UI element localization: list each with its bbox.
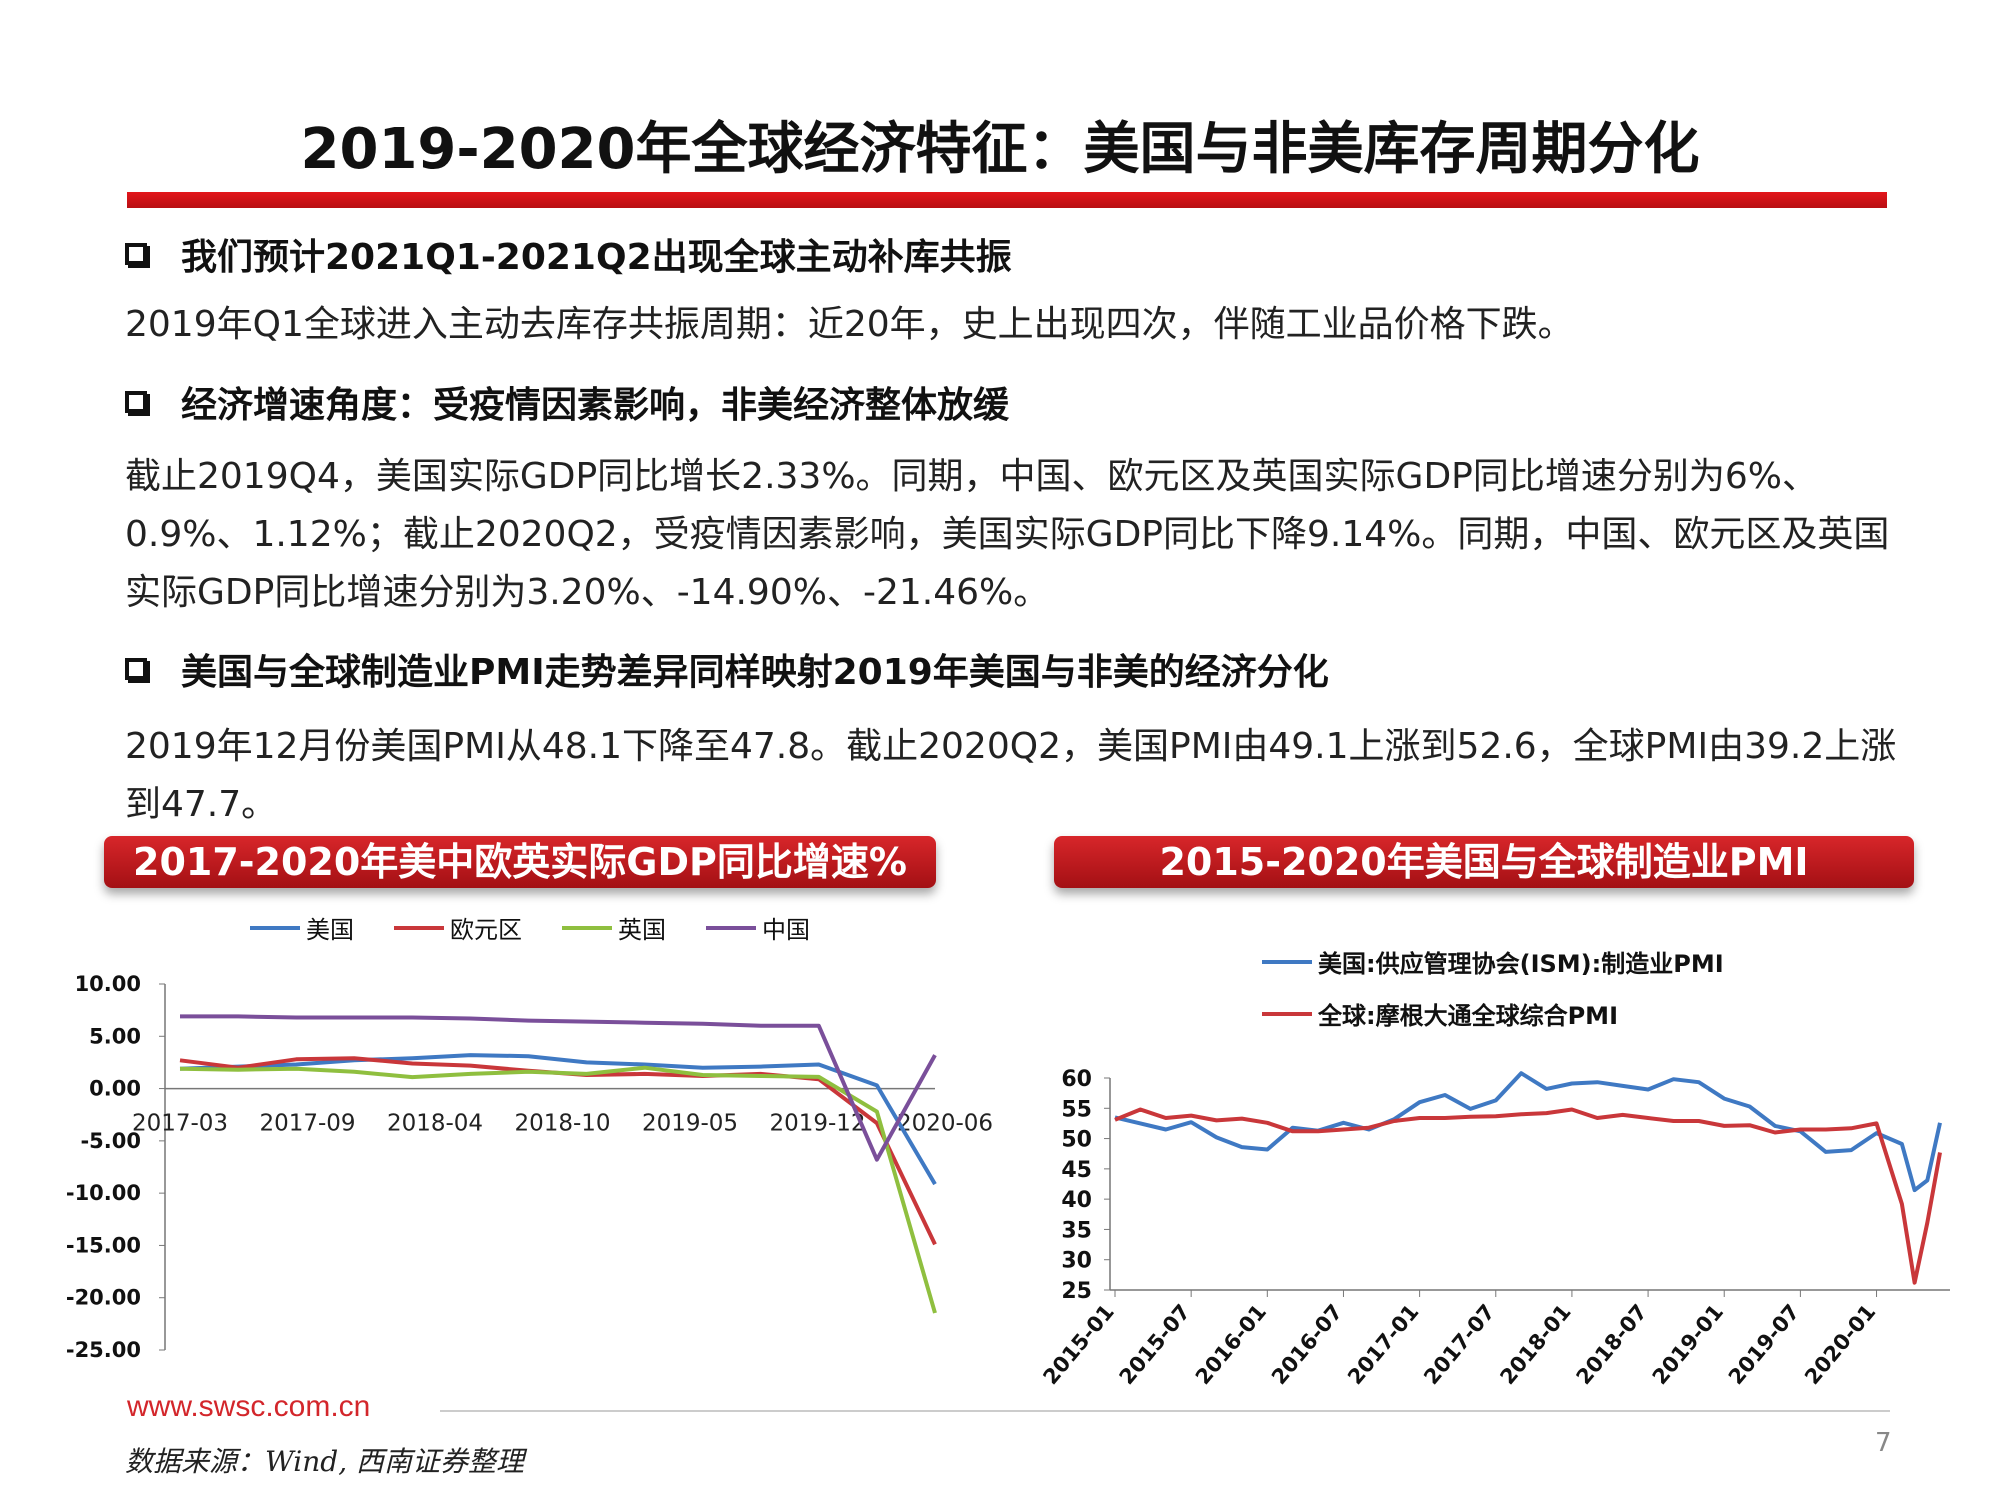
x-tick-label: 2017-01 <box>1343 1300 1423 1389</box>
x-tick-label: 2018-10 <box>514 1111 610 1137</box>
y-tick-label: -25.00 <box>66 1338 141 1360</box>
bullet-heading-3: 美国与全球制造业PMI走势差异同样映射2019年美国与非美的经济分化 <box>125 643 1329 695</box>
pmi-line-chart: 60555045403530252015-012015-072016-01201… <box>1038 1067 1950 1389</box>
checkbox-bullet-icon <box>125 658 147 680</box>
bullet-heading-1: 我们预计2021Q1-2021Q2出现全球主动补库共振 <box>125 228 1012 280</box>
x-tick-label: 2015-01 <box>1038 1300 1118 1389</box>
series-line <box>1114 1107 1942 1285</box>
legend-item: 美国 <box>250 910 354 945</box>
y-tick-label: -20.00 <box>66 1286 141 1310</box>
legend-swatch <box>1262 959 1312 964</box>
y-tick-label: -15.00 <box>66 1233 141 1257</box>
y-tick-label: 10.00 <box>75 972 141 996</box>
x-tick-label: 2017-09 <box>259 1111 355 1137</box>
legend-item: 英国 <box>562 910 666 945</box>
x-tick-label: 2018-01 <box>1495 1300 1575 1389</box>
legend-label: 美国 <box>306 916 354 944</box>
legend-swatch <box>706 925 756 930</box>
x-tick-label: 2018-04 <box>387 1111 483 1137</box>
bullet-heading-text: 我们预计2021Q1-2021Q2出现全球主动补库共振 <box>181 237 1012 278</box>
x-tick-label: 2019-05 <box>642 1111 738 1137</box>
legend-swatch <box>1262 1011 1312 1016</box>
data-source-note: 数据来源：Wind, 西南证券整理 <box>125 1445 525 1478</box>
legend-label: 全球:摩根大通全球综合PMI <box>1318 1002 1618 1030</box>
page-number: 7 <box>1875 1428 1892 1458</box>
y-tick-label: 40 <box>1061 1188 1092 1213</box>
gdp-chart-title: 2017-2020年美中欧英实际GDP同比增速% <box>104 836 936 888</box>
legend-label: 欧元区 <box>450 916 522 944</box>
y-tick-label: 50 <box>1061 1128 1092 1153</box>
y-tick-label: 5.00 <box>89 1024 141 1048</box>
x-tick-label: 2017-03 <box>132 1111 228 1137</box>
x-tick-label: 2020-01 <box>1800 1300 1880 1389</box>
y-tick-label: 35 <box>1061 1218 1092 1243</box>
bullet-paragraph-3: 2019年12月份美国PMI从48.1下降至47.8。截止2020Q2，美国PM… <box>125 726 1897 825</box>
legend-item: 欧元区 <box>394 910 522 945</box>
checkbox-bullet-icon <box>125 243 147 265</box>
checkbox-bullet-icon <box>125 391 147 413</box>
gdp-growth-line-chart: 10.00 5.00 0.00 -5.00 -10.00 -15.00 -20.00 -25.… <box>66 972 993 1360</box>
series-line <box>179 1065 937 1314</box>
y-tick-label: 25 <box>1061 1279 1092 1304</box>
legend-label: 英国 <box>618 916 666 944</box>
x-tick-label: 2017-07 <box>1419 1300 1499 1389</box>
series-line <box>179 1053 937 1186</box>
bullet-paragraph-1: 2019年Q1全球进入主动去库存共振周期：近20年，史上出现四次，伴随工业品价格… <box>125 304 1574 345</box>
x-tick-label: 2018-07 <box>1572 1300 1652 1389</box>
x-tick-label: 2016-07 <box>1267 1300 1347 1389</box>
series-line <box>179 1056 937 1246</box>
y-tick-label: 60 <box>1061 1067 1092 1092</box>
y-tick-label: 0.00 <box>89 1077 141 1101</box>
legend-item: 中国 <box>706 910 810 945</box>
y-tick-label: -5.00 <box>80 1129 141 1153</box>
legend-swatch <box>562 925 612 930</box>
pmi-chart-title: 2015-2020年美国与全球制造业PMI <box>1054 836 1914 888</box>
y-tick-label: 30 <box>1061 1249 1092 1274</box>
legend-swatch <box>250 925 300 930</box>
x-tick-label: 2016-01 <box>1191 1300 1271 1389</box>
x-tick-label: 2019-01 <box>1648 1300 1728 1389</box>
series-line <box>180 1014 937 1162</box>
pmi-legend-us: 美国:供应管理协会(ISM):制造业PMI <box>1262 944 1724 979</box>
gdp-legend: 美国 欧元区 英国 中国 <box>250 910 810 945</box>
x-tick-label: 2019-12 <box>769 1111 865 1137</box>
legend-swatch <box>394 925 444 930</box>
slide-title: 2019-2020年全球经济特征：美国与非美库存周期分化 <box>300 117 1700 182</box>
y-tick-label: 55 <box>1061 1097 1092 1122</box>
y-tick-label: -10.00 <box>66 1181 141 1205</box>
footer-website[interactable]: www.swsc.com.cn <box>127 1390 371 1423</box>
bullet-heading-text: 美国与全球制造业PMI走势差异同样映射2019年美国与非美的经济分化 <box>181 652 1329 693</box>
y-tick-label: 45 <box>1061 1158 1092 1183</box>
bullet-heading-text: 经济增速角度：受疫情因素影响，非美经济整体放缓 <box>181 385 1010 426</box>
x-tick-label: 2019-07 <box>1724 1300 1804 1389</box>
legend-label: 中国 <box>762 916 810 944</box>
bullet-heading-2: 经济增速角度：受疫情因素影响，非美经济整体放缓 <box>125 376 1009 428</box>
title-underline-bar <box>127 192 1887 208</box>
x-tick-label: 2020-06 <box>897 1111 993 1137</box>
legend-label: 美国:供应管理协会(ISM):制造业PMI <box>1318 950 1724 978</box>
footer-divider <box>440 1410 1890 1412</box>
x-tick-label: 2015-07 <box>1115 1300 1195 1389</box>
series-line <box>1114 1071 1942 1193</box>
bullet-paragraph-2: 截止2019Q4，美国实际GDP同比增长2.33%。同期，中国、欧元区及英国实际… <box>125 456 1890 613</box>
pmi-legend-global: 全球:摩根大通全球综合PMI <box>1262 996 1618 1031</box>
